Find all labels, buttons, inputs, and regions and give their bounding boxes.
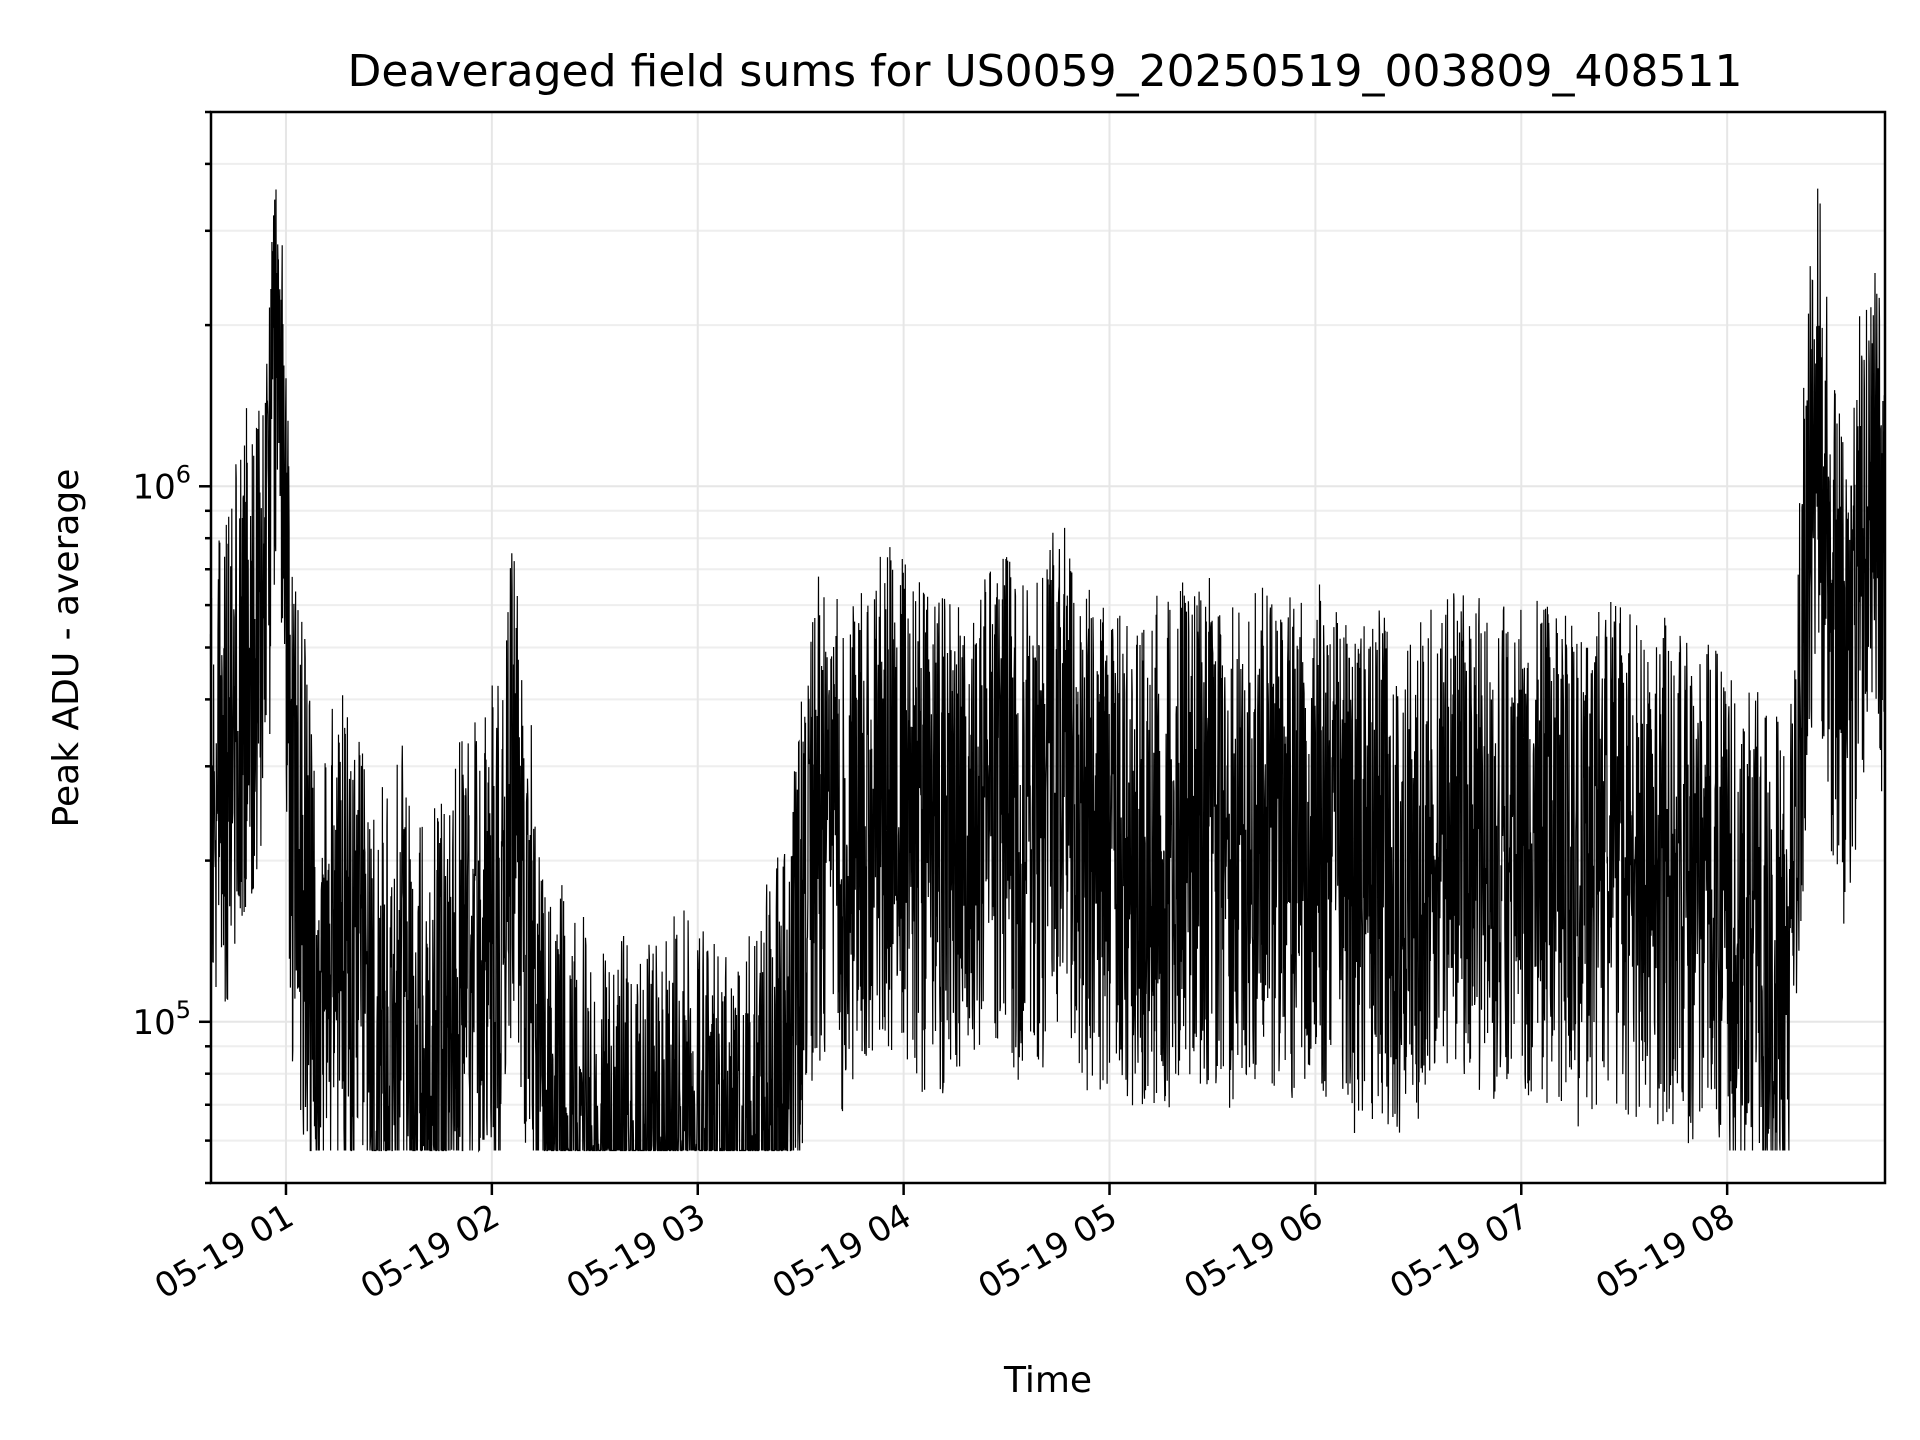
x-tick-label: 05-19 01 xyxy=(148,1196,300,1307)
x-tick-label: 05-19 02 xyxy=(354,1196,506,1307)
y-tick-label: 106 xyxy=(132,460,191,507)
x-tick-label: 05-19 03 xyxy=(560,1196,712,1307)
plot-area xyxy=(209,188,1886,1153)
chart-title: Deaveraged field sums for US0059_2025051… xyxy=(348,46,1743,97)
x-tick-label: 05-19 06 xyxy=(1177,1196,1329,1307)
series-line-0 xyxy=(209,188,1886,1153)
x-axis: 05-19 01 05-19 02 05-19 03 05-19 04 05-19 05… xyxy=(148,1183,1742,1307)
x-tick-label: 05-19 08 xyxy=(1589,1196,1741,1307)
y-axis: 105 106 xyxy=(132,110,211,1185)
x-tick-label: 05-19 05 xyxy=(972,1196,1124,1307)
y-tick-label: 105 xyxy=(132,996,191,1043)
x-axis-label: Time xyxy=(1003,1360,1092,1401)
x-tick-label: 05-19 04 xyxy=(766,1196,918,1307)
y-axis-label: Peak ADU - average xyxy=(46,469,87,828)
x-tick-label: 05-19 07 xyxy=(1383,1196,1535,1307)
